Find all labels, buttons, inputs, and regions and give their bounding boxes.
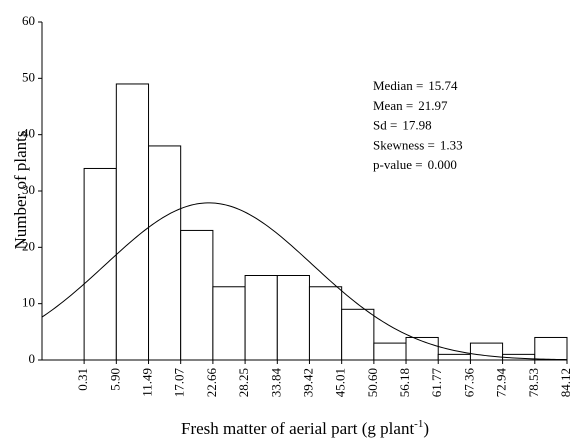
y-tick-label: 0 <box>29 351 36 366</box>
x-axis-label-sup: -1 <box>414 418 423 430</box>
bar <box>437 353 471 361</box>
bar <box>373 342 407 361</box>
stat-value: 17.98 <box>402 118 431 133</box>
stat-value: 15.74 <box>428 78 458 93</box>
y-axis-label: Number of plants <box>11 131 30 250</box>
stat-label: Sd = <box>373 118 397 133</box>
x-tick-label: 0.31 <box>75 368 90 391</box>
x-tick-label: 61.77 <box>429 368 444 398</box>
bar <box>469 342 504 361</box>
stat-label: Mean = <box>373 98 413 113</box>
x-tick-label: 84.12 <box>558 368 573 397</box>
bar <box>180 229 214 361</box>
stat-label: Skewness = <box>373 137 435 152</box>
x-tick-label: 22.66 <box>204 368 219 398</box>
x-tick-label: 11.49 <box>140 368 155 397</box>
y-tick-label: 50 <box>22 69 35 84</box>
x-axis-label: Fresh matter of aerial part (g plant-1) <box>181 418 429 438</box>
stat-value: 21.97 <box>418 98 448 113</box>
x-tick-label: 39.42 <box>300 368 315 397</box>
bar <box>212 286 246 361</box>
x-tick-label: 5.90 <box>107 368 122 391</box>
y-tick-label: 10 <box>22 295 35 310</box>
bar <box>276 275 310 361</box>
x-tick-label: 67.36 <box>461 368 476 398</box>
stat: Mean = 21.97 <box>373 98 448 113</box>
x-tick-label: 50.60 <box>365 368 380 397</box>
y-tick-label: 30 <box>22 182 35 197</box>
x-axis-label-end: ) <box>423 419 429 438</box>
y-tick-label: 20 <box>22 238 35 253</box>
bar <box>83 167 117 361</box>
stat-value: 1.33 <box>440 137 463 152</box>
stat: Skewness = 1.33 <box>373 137 463 152</box>
y-tick-label: 40 <box>22 126 35 141</box>
stat-value: 0.000 <box>428 157 457 172</box>
stat: p-value = 0.000 <box>373 157 457 172</box>
x-tick-label: 28.25 <box>236 368 251 397</box>
y-tick-label: 60 <box>22 13 35 28</box>
x-tick-label: 78.53 <box>526 368 541 397</box>
bar <box>148 145 182 361</box>
bar <box>115 83 150 361</box>
normal-curve <box>41 202 568 361</box>
bar <box>534 336 568 361</box>
x-tick-label: 17.07 <box>172 368 187 398</box>
stat-label: Median = <box>373 78 423 93</box>
x-tick-label: 72.94 <box>494 368 509 398</box>
x-axis-label-text: Fresh matter of aerial part (g plant <box>181 419 414 438</box>
x-tick-label: 56.18 <box>397 368 412 397</box>
x-tick-label: 33.84 <box>268 368 283 398</box>
x-tick-label: 45.01 <box>333 368 348 397</box>
bar <box>244 275 278 361</box>
stat: Sd = 17.98 <box>373 118 432 133</box>
bar <box>341 308 375 361</box>
bar <box>308 286 343 361</box>
stat: Median = 15.74 <box>373 78 458 93</box>
stat-label: p-value = <box>373 157 423 172</box>
